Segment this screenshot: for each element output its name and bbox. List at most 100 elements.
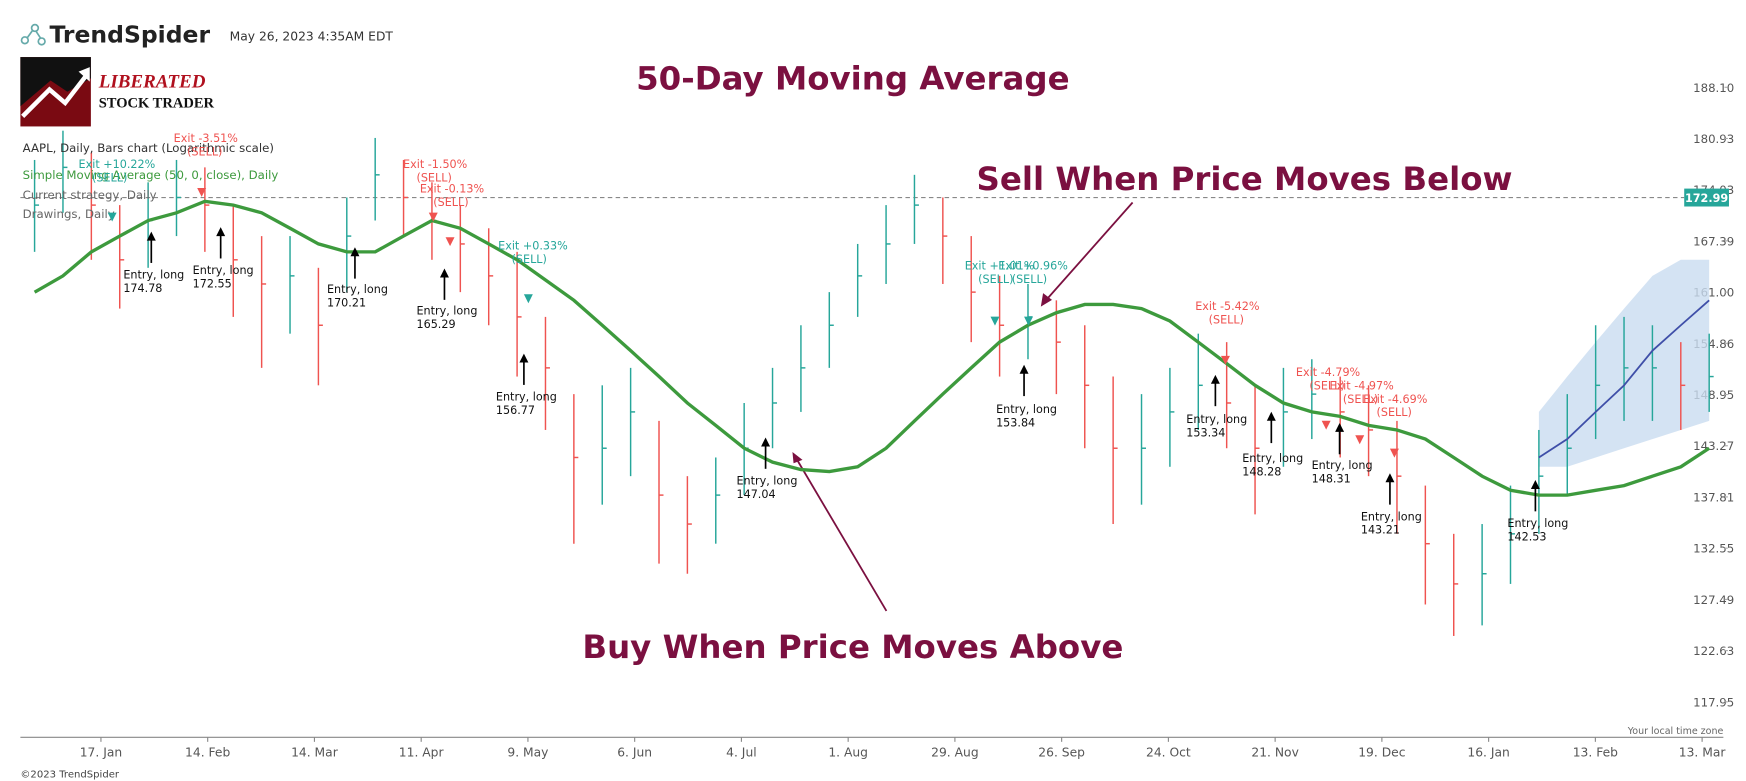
exit-marker <box>1321 420 1331 430</box>
x-tick-label: 14. Feb <box>185 745 230 759</box>
x-tick-label: 24. Oct <box>1146 745 1191 759</box>
entry-price: 147.04 <box>736 488 775 501</box>
timezone: Your local time zone <box>1627 726 1724 737</box>
exit-marker <box>445 237 455 247</box>
entry-label: Entry, long <box>327 283 388 296</box>
exit-note: (SELL) <box>1343 393 1378 406</box>
x-tick-label: 4. Jul <box>726 745 756 759</box>
annotation: Buy When Price Moves Above <box>582 628 1123 666</box>
logo-shape <box>20 57 91 107</box>
exit-label: Exit +1.01% <box>965 260 1035 273</box>
y-tick-label: 117.95 <box>1693 695 1734 709</box>
exit-note: (SELL) <box>1309 379 1344 392</box>
x-tick-label: 13. Mar <box>1679 745 1727 759</box>
current-price-box <box>1684 188 1729 207</box>
exit-note: (SELL) <box>1209 313 1244 326</box>
entry-arrowhead <box>1385 473 1395 483</box>
entry-arrowhead <box>146 231 156 241</box>
exit-note: (SELL) <box>433 196 468 209</box>
entry-arrowhead <box>1530 480 1540 489</box>
entry-price: 143.21 <box>1361 524 1400 537</box>
entry-price: 153.84 <box>996 416 1035 429</box>
forecast-line <box>1538 299 1710 459</box>
x-tick-label: 29. Aug <box>931 745 978 759</box>
entry-arrowhead <box>1335 422 1345 432</box>
x-tick-label: 17. Jan <box>80 745 122 759</box>
exit-label: Exit -4.69% <box>1363 393 1427 406</box>
exit-marker <box>1389 448 1399 458</box>
x-tick-label: 14. Mar <box>291 745 339 759</box>
exit-marker <box>990 316 1000 326</box>
exit-note: (SELL) <box>512 253 547 266</box>
logo-title: LIBERATED <box>98 71 206 92</box>
exit-label: Exit +10.22% <box>79 158 156 171</box>
copyright: ©2023 TrendSpider <box>20 770 120 781</box>
moving-average <box>33 199 1711 497</box>
entry-label: Entry, long <box>193 264 254 277</box>
x-tick-label: 16. Jan <box>1467 745 1509 759</box>
arrowhead <box>792 452 803 464</box>
exit-marker <box>107 212 117 222</box>
exit-marker <box>197 187 207 197</box>
y-tick-label: 122.63 <box>1693 644 1734 658</box>
entry-price: 172.55 <box>193 278 232 291</box>
exit-note: (SELL) <box>92 171 127 184</box>
entry-arrowhead <box>439 268 449 278</box>
x-tick-label: 21. Nov <box>1251 745 1298 759</box>
exit-label: Exit -1.50% <box>403 158 467 171</box>
exit-label: Exit -3.51% <box>174 132 238 145</box>
legend-entry: Drawings, Daily <box>23 207 115 221</box>
entry-label: Entry, long <box>416 304 477 317</box>
entry-arrowhead <box>519 353 529 363</box>
exit-marker <box>428 212 438 222</box>
entry-label: Entry, long <box>1507 517 1568 530</box>
entry-price: 148.31 <box>1312 472 1351 485</box>
entry-price: 174.78 <box>123 282 162 295</box>
exit-label: Exit -4.79% <box>1296 366 1360 379</box>
y-tick-label: 127.49 <box>1693 593 1734 607</box>
entry-arrowhead <box>216 227 226 237</box>
exit-marker <box>1355 435 1365 445</box>
entry-label: Entry, long <box>736 474 797 487</box>
exit-marker <box>1024 316 1034 326</box>
x-tick-label: 9. May <box>507 745 548 759</box>
exit-note: (SELL) <box>978 273 1013 286</box>
entry-arrowhead <box>761 437 771 447</box>
exit-label: Exit +0.96% <box>998 260 1068 273</box>
entry-price: 170.21 <box>327 297 366 310</box>
x-tick-label: 13. Feb <box>1573 745 1618 759</box>
x-tick-label: 6. Jun <box>617 745 652 759</box>
exit-note: (SELL) <box>1012 273 1047 286</box>
y-tick-label: 167.39 <box>1693 234 1734 248</box>
entry-price: 153.34 <box>1186 426 1225 439</box>
annotation-arrows <box>795 201 1134 612</box>
exit-label: Exit +0.33% <box>498 240 568 253</box>
current-price-label: 172.99 <box>1685 192 1728 205</box>
chart-title: 50-Day Moving Average <box>636 60 1070 98</box>
logo-arrow <box>21 72 90 118</box>
exit-label: Exit -0.13% <box>420 182 484 195</box>
y-tick-label: 137.81 <box>1693 490 1734 504</box>
entry-arrowhead <box>350 247 360 257</box>
exit-marker <box>1220 355 1230 365</box>
logo-arrowhead <box>78 67 90 82</box>
plot-area: 188.10180.93174.03167.39161.00154.86148.… <box>20 81 1734 759</box>
legend-entry: Current strategy, Daily <box>23 188 157 202</box>
annotation: Sell When Price Moves Below <box>976 160 1512 198</box>
exit-label: Exit -5.42% <box>1195 300 1259 313</box>
exit-note: (SELL) <box>1377 406 1412 419</box>
y-tick-label: 188.10 <box>1693 81 1734 95</box>
legend-entry: AAPL, Daily, Bars chart (Logarithmic sca… <box>23 141 274 155</box>
y-tick-label: 132.55 <box>1693 542 1734 556</box>
exit-label: Exit -4.97% <box>1330 379 1394 392</box>
entry-label: Entry, long <box>1186 413 1247 426</box>
entry-price: 165.29 <box>416 318 455 331</box>
exit-marker <box>523 294 533 304</box>
brand: TrendSpider <box>49 21 210 49</box>
x-tick-label: 11. Apr <box>399 745 445 759</box>
x-tick-label: 26. Sep <box>1038 745 1085 759</box>
entry-label: Entry, long <box>1242 452 1303 465</box>
y-tick-label: 143.27 <box>1693 439 1734 453</box>
entry-label: Entry, long <box>496 391 557 404</box>
